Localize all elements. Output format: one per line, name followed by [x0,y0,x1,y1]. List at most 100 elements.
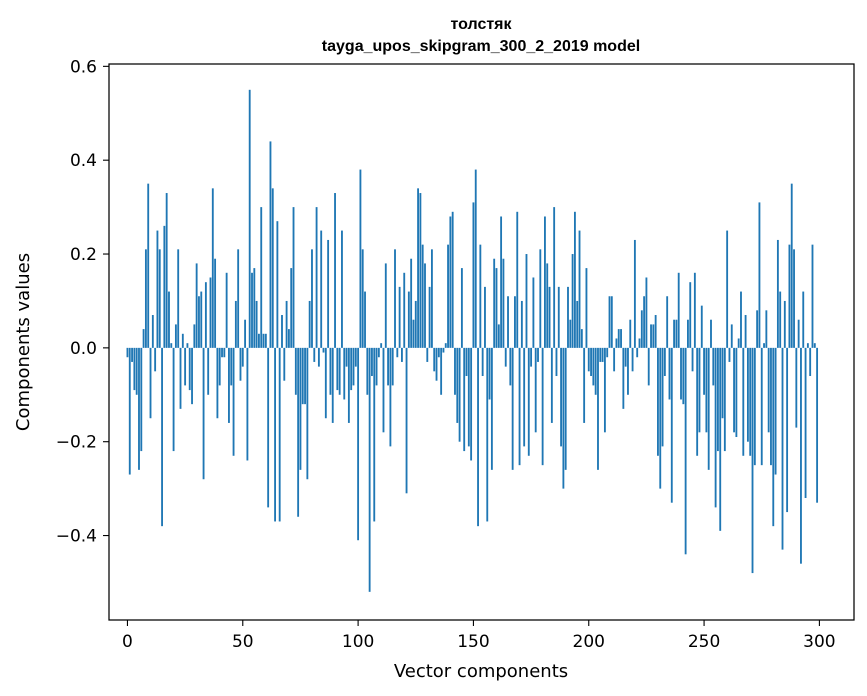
bar-242 [684,347,687,555]
bar-143 [456,347,459,423]
bar-268 [744,315,747,348]
bar-267 [742,347,745,456]
bar-173 [525,254,528,348]
bar-191 [567,286,569,348]
bar-286 [786,347,789,513]
x-tick-label: 300 [803,632,835,652]
bar-81 [313,347,316,362]
y-tick-label: 0.2 [70,245,97,265]
bar-278 [767,347,770,433]
bar-298 [813,343,816,348]
bar-262 [730,324,733,348]
bar-41 [221,347,223,358]
bar-93 [341,230,343,348]
bar-226 [647,347,650,386]
bar-28 [191,347,193,405]
bar-48 [237,249,240,348]
bar-22 [177,249,180,348]
bar-12 [154,347,157,372]
bar-23 [179,347,182,409]
bar-284 [781,347,784,550]
bar-223 [640,310,643,348]
bar-299 [816,347,819,503]
bar-296 [809,347,812,377]
bar-175 [530,347,533,367]
bar-35 [207,347,210,395]
bar-157 [488,347,491,400]
bar-51 [244,319,247,348]
bar-275 [760,347,763,466]
bar-9 [147,183,150,348]
bar-140 [449,216,452,348]
bar-180 [541,347,544,466]
bar-213 [617,329,620,348]
bar-227 [650,324,652,348]
bar-236 [670,347,673,503]
bar-13 [156,230,159,348]
bar-237 [673,319,676,348]
bar-60 [264,333,267,348]
bar-187 [557,286,560,348]
bar-58 [260,207,263,348]
bar-107 [373,347,376,522]
bar-5 [138,347,140,470]
bar-62 [269,141,272,348]
bar-94 [343,347,346,400]
bar-222 [638,338,641,348]
bar-61 [267,347,270,508]
bar-204 [597,347,599,470]
bar-136 [440,347,443,395]
bar-252 [707,347,710,470]
bar-64 [274,347,276,522]
bar-69 [285,300,288,348]
bar-232 [661,347,664,447]
bar-4 [135,347,138,395]
bar-2 [131,347,133,362]
bar-195 [576,300,579,348]
bar-43 [225,272,228,348]
bar-282 [776,239,779,348]
bar-72 [292,207,295,348]
bar-120 [403,272,406,348]
bar-44 [228,347,230,423]
bar-240 [680,347,682,400]
bar-277 [765,310,768,348]
bar-161 [497,324,500,348]
bar-82 [315,207,318,348]
bar-294 [804,347,807,498]
bar-228 [652,324,655,348]
bar-71 [290,268,293,348]
bar-256 [716,347,719,452]
bar-295 [806,343,809,348]
bar-40 [218,347,221,386]
bar-193 [571,254,574,348]
bar-283 [779,291,782,348]
bar-176 [532,277,535,348]
bar-31 [198,296,200,348]
bar-261 [728,347,731,362]
bar-241 [682,347,685,405]
bar-113 [387,347,390,386]
bar-118 [398,286,401,348]
bar-144 [458,347,461,442]
bar-243 [687,319,689,348]
bar-19 [170,343,173,348]
bar-247 [696,347,699,456]
bar-55 [253,268,256,348]
bar-77 [304,347,306,405]
bar-142 [454,347,456,395]
bar-111 [382,347,385,433]
bar-75 [299,347,302,470]
bar-100 [357,347,360,541]
bar-68 [283,347,286,381]
bar-271 [751,347,754,574]
bar-3 [133,347,136,391]
bar-78 [306,347,309,480]
bar-289 [793,249,795,348]
bar-125 [414,300,417,348]
bar-245 [691,347,694,372]
bar-101 [359,169,362,348]
bar-216 [624,347,627,367]
bar-127 [419,193,422,348]
bar-56 [255,300,258,348]
